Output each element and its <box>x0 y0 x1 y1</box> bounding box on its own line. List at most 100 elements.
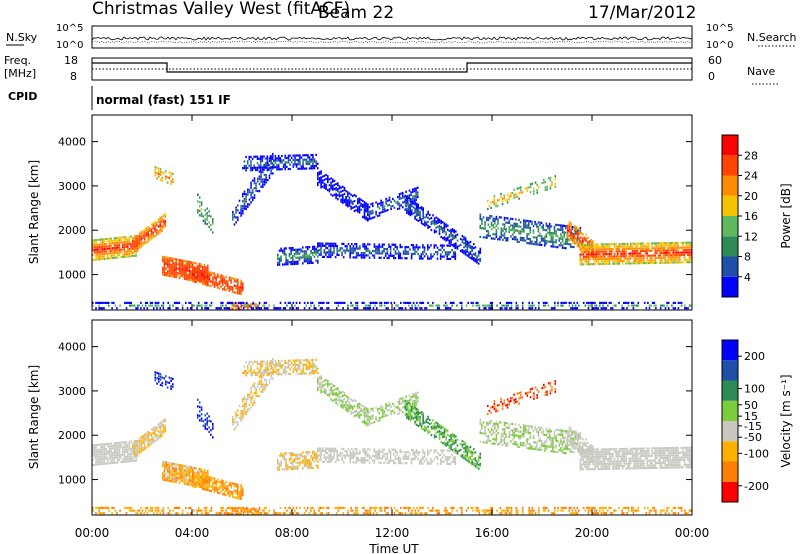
velocity-cell <box>238 495 241 498</box>
power-cell <box>265 176 267 179</box>
power-cell <box>258 164 260 167</box>
velocity-cell <box>180 471 182 474</box>
power-cell <box>340 186 342 189</box>
velocity-cell <box>122 446 124 449</box>
velocity-cell <box>95 451 97 454</box>
power-cell <box>608 301 611 304</box>
power-cell <box>448 229 451 232</box>
power-cell <box>499 307 502 310</box>
power-cell <box>469 250 472 253</box>
velocity-cell <box>147 440 149 443</box>
power-cell <box>363 205 366 208</box>
power-cell <box>659 259 661 262</box>
power-cell <box>250 164 252 167</box>
power-cell <box>554 175 557 178</box>
power-cell <box>631 304 633 307</box>
power-cell <box>508 221 511 225</box>
velocity-cell <box>204 427 207 430</box>
velocity-cell <box>117 461 119 464</box>
power-cell <box>328 188 331 191</box>
power-cell <box>350 207 352 210</box>
power-cell <box>285 263 287 266</box>
power-cell <box>276 168 278 171</box>
velocity-cell <box>203 474 206 478</box>
velocity-cell <box>237 497 239 500</box>
velocity-cell <box>292 363 295 367</box>
power-cell <box>506 239 509 242</box>
power-cell <box>491 301 494 304</box>
power-cell <box>427 220 429 223</box>
power-cell <box>595 304 598 307</box>
power-cell <box>231 304 234 307</box>
power-cell <box>333 179 336 182</box>
power-cell <box>415 204 418 207</box>
power-cell <box>435 304 437 307</box>
power-cell <box>300 167 303 170</box>
power-cell <box>620 242 622 246</box>
power-cell <box>373 256 376 259</box>
velocity-cell <box>193 478 196 482</box>
power-cell <box>448 239 451 242</box>
power-cell <box>183 275 186 278</box>
velocity-cell <box>158 375 160 378</box>
power-cell <box>453 243 455 246</box>
velocity-cell <box>144 438 146 441</box>
power-cell <box>471 257 473 261</box>
power-cell <box>527 226 530 229</box>
power-cell <box>474 246 477 249</box>
power-cell <box>168 171 171 174</box>
power-cell <box>468 251 470 254</box>
power-cell <box>95 243 97 247</box>
velocity-cell <box>165 375 167 378</box>
power-cell <box>534 236 536 239</box>
velocity-cell <box>137 439 139 443</box>
power-cell <box>97 258 99 261</box>
velocity-cell <box>242 414 244 417</box>
power-cell <box>110 244 112 247</box>
velocity-cell <box>237 409 239 412</box>
power-cell <box>235 278 237 281</box>
velocity-cell <box>252 401 254 404</box>
power-cell <box>679 251 681 254</box>
power-cell <box>238 199 241 202</box>
freq-tick-bottom: 8 <box>70 70 77 83</box>
power-cell <box>599 255 601 258</box>
power-cell <box>690 304 692 307</box>
power-cell <box>560 224 562 227</box>
velocity-cell <box>232 493 234 496</box>
velocity-cell <box>112 454 114 457</box>
power-cell <box>479 235 482 238</box>
power-cell <box>259 162 262 165</box>
velocity-cell <box>193 474 196 477</box>
velocity-cell <box>233 421 236 424</box>
power-cell <box>354 249 356 252</box>
power-cell <box>336 253 338 256</box>
power-cell <box>152 234 155 237</box>
power-cell <box>677 246 679 249</box>
power-cell <box>193 277 196 280</box>
power-cell <box>349 249 351 252</box>
power-cell <box>508 228 511 231</box>
power-cell <box>626 262 629 265</box>
velocity-cell <box>207 480 209 483</box>
power-cell <box>292 248 294 252</box>
velocity-cell <box>173 467 176 470</box>
power-cell <box>554 301 556 304</box>
power-cell <box>597 250 599 253</box>
velocity-cell <box>232 418 234 421</box>
velocity-cell <box>286 361 288 365</box>
velocity-cell <box>277 462 279 465</box>
power-cell <box>667 251 670 254</box>
power-cell <box>404 257 406 260</box>
power-cell <box>621 262 624 265</box>
power-cell <box>157 301 160 304</box>
power-cell <box>318 301 320 304</box>
velocity-cell <box>290 454 292 457</box>
velocity-cell <box>133 446 136 449</box>
power-cell <box>610 252 613 256</box>
power-cell <box>594 253 596 256</box>
power-cell <box>246 304 248 307</box>
power-cell <box>205 279 207 282</box>
velocity-cell <box>287 468 289 471</box>
power-cell <box>382 203 384 206</box>
